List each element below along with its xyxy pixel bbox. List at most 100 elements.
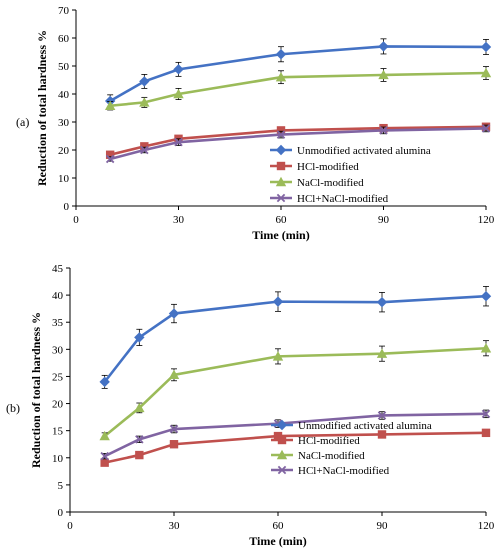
data-point-1-1-2 — [169, 440, 179, 449]
series-1-0 — [99, 286, 492, 389]
data-point-1-2-1 — [134, 402, 145, 413]
data-point-0-3-5-stroke-b — [481, 124, 491, 133]
y-tick-label-1-0: 0 — [58, 507, 64, 519]
x-tick-label-0-2: 60 — [276, 214, 288, 226]
data-point-0-2-0 — [104, 100, 116, 110]
legend-marker-0-3 — [276, 193, 286, 203]
data-point-0-3-2 — [174, 137, 183, 147]
x-tick-label-1-3: 90 — [377, 520, 389, 532]
data-point-0-2-4 — [378, 69, 389, 80]
y-tick-label-1-8: 40 — [52, 290, 64, 302]
y-tick-label-0-0: 0 — [64, 201, 70, 213]
y-tick-label-1-9: 45 — [52, 263, 64, 275]
x-tick-label-1-1: 30 — [169, 520, 181, 532]
data-point-1-0-2 — [168, 308, 180, 319]
data-point-0-3-4 — [379, 126, 388, 135]
series-line-0-1 — [109, 125, 487, 157]
x-tick-label-0-0: 0 — [73, 214, 79, 226]
panel-label-1: (b) — [6, 401, 20, 415]
x-tick-label-1-4: 120 — [478, 520, 495, 532]
data-point-0-2-2 — [173, 88, 184, 99]
y-axis-title-0: Reduction of total hardness % — [35, 30, 49, 186]
chart-panel-0: 0 10 20 30 40 50 60 70 0 30 60 90 120 Time (min) Reduc… — [16, 5, 495, 242]
x-axis-title-0: Time (min) — [252, 228, 309, 242]
y-tick-label-0-5: 50 — [58, 61, 70, 73]
data-point-1-3-0-stroke-b — [100, 451, 109, 461]
legend-label-0-1: HCl-modified — [297, 161, 359, 173]
data-point-1-0-0 — [99, 376, 110, 388]
series-line-0-3 — [109, 127, 487, 161]
data-point-0-3-4-stroke-b — [379, 126, 388, 135]
y-tick-label-1-3: 15 — [52, 426, 64, 438]
y-tick-label-0-1: 10 — [58, 173, 70, 185]
data-point-0-3-5 — [481, 124, 491, 133]
data-point-1-1-4 — [377, 430, 387, 439]
data-point-0-2-1 — [139, 97, 150, 107]
data-point-0-0-4 — [378, 41, 389, 52]
legend-label-1-0: Unmodified activated alumina — [298, 420, 432, 432]
data-point-1-3-2-stroke-b — [169, 424, 179, 434]
data-point-0-3-0-stroke-b — [105, 154, 115, 164]
data-point-1-2-2 — [168, 369, 180, 380]
y-tick-label-1-1: 5 — [58, 480, 64, 492]
data-point-0-1-1 — [140, 142, 149, 151]
data-point-0-1-3 — [276, 126, 286, 135]
data-point-1-0-3 — [272, 296, 284, 307]
x-tick-label-0-1: 30 — [173, 214, 185, 226]
data-point-1-1-1 — [135, 450, 144, 460]
data-point-0-1-0 — [105, 150, 115, 159]
y-tick-label-0-6: 60 — [58, 33, 70, 45]
legend-label-1-3: HCl+NaCl-modified — [298, 465, 390, 477]
data-point-1-3-4 — [377, 411, 387, 420]
data-point-1-3-0 — [100, 451, 109, 461]
data-point-1-0-1 — [134, 332, 145, 343]
legend-marker-1-3 — [277, 465, 287, 475]
data-point-0-0-1 — [139, 76, 150, 87]
data-point-1-3-2 — [169, 424, 179, 434]
legend-1: Unmodified activated alumina HCl-modified… — [271, 419, 432, 477]
y-axis-title-1: Reduction of total hardness % — [29, 312, 43, 468]
y-tick-label-1-4: 20 — [52, 399, 64, 411]
data-point-0-2-5 — [480, 67, 492, 78]
data-point-0-3-1 — [140, 145, 149, 155]
data-point-1-2-5 — [480, 343, 492, 353]
y-tick-label-0-3: 30 — [58, 117, 70, 129]
legend-marker-0-2 — [275, 176, 287, 187]
legend-marker-0-1 — [276, 161, 286, 171]
series-line-1-1 — [104, 431, 487, 464]
x-axis-title-1: Time (min) — [249, 534, 306, 548]
data-point-1-0-4 — [376, 296, 388, 308]
data-point-0-0-3 — [275, 49, 287, 60]
series-line-1-0 — [103, 294, 487, 383]
legend-marker-1-2 — [276, 449, 288, 460]
series-0-3 — [105, 124, 491, 164]
x-tick-label-1-2: 60 — [273, 520, 285, 532]
legend-label-1-2: NaCl-modified — [298, 450, 365, 462]
legend-marker-1-0 — [276, 419, 288, 431]
data-point-0-3-0 — [105, 154, 115, 164]
data-point-0-3-2-stroke-b — [174, 137, 183, 147]
data-point-1-3-5 — [481, 409, 491, 419]
data-point-0-3-3 — [276, 130, 286, 139]
series-0-2 — [104, 66, 492, 111]
data-point-1-1-0 — [100, 458, 109, 467]
y-tick-label-1-7: 35 — [52, 317, 64, 329]
chart-panel-1: 0 5 10 15 20 25 30 35 40 45 0 30 60 90 120 Time (min) Re… — [6, 263, 495, 548]
x-tick-label-1-0: 0 — [67, 520, 73, 532]
data-point-1-2-3 — [272, 351, 284, 361]
y-tick-label-1-6: 30 — [52, 344, 64, 356]
data-point-0-3-3-stroke-b — [276, 130, 286, 139]
data-point-1-2-0 — [99, 430, 110, 441]
y-tick-label-1-2: 10 — [52, 453, 64, 465]
data-point-0-3-1-stroke-b — [140, 145, 149, 155]
series-line-0-0 — [109, 45, 487, 103]
data-point-0-0-5 — [480, 41, 492, 53]
series-0-0 — [104, 38, 492, 108]
series-1-2 — [99, 340, 492, 441]
legend-label-1-1: HCl-modified — [298, 435, 360, 447]
legend-0: Unmodified activated alumina HCl-modified… — [270, 144, 431, 205]
legend-marker-0-3-stroke-b — [276, 193, 286, 203]
legend-marker-0-0 — [275, 144, 287, 156]
